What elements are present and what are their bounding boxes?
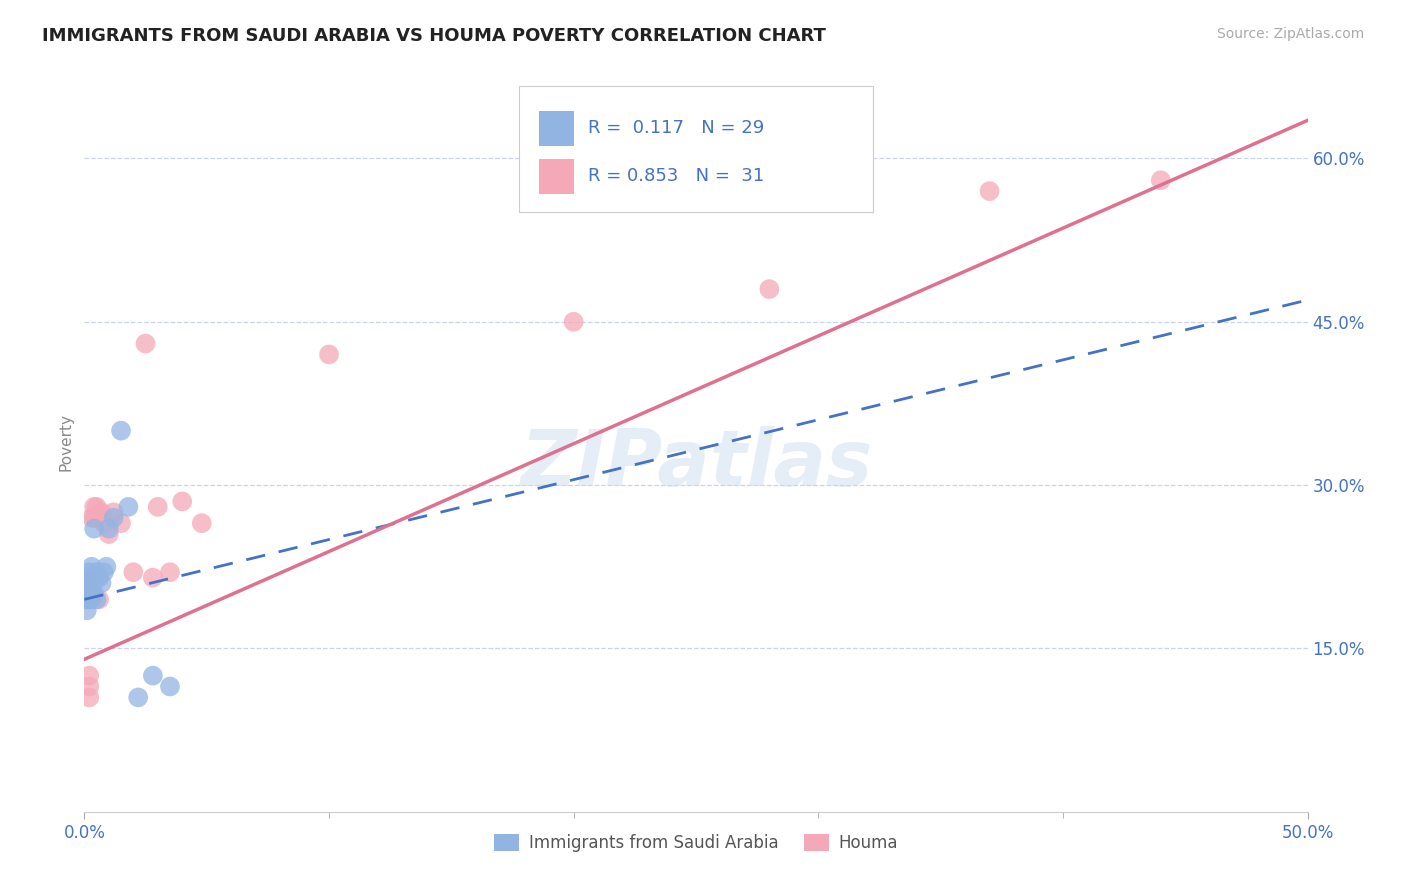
Point (80, 587, 103, 601)
Point (86, 565, 108, 579)
Point (103, 510, 125, 524)
Point (122, 565, 145, 579)
Point (83, 500, 105, 514)
Point (1150, 173, 1173, 187)
Y-axis label: Poverty: Poverty (58, 412, 73, 471)
Point (172, 494, 194, 508)
Point (159, 680, 181, 694)
Point (86, 592, 108, 607)
Point (127, 690, 149, 705)
Point (758, 282, 780, 296)
Point (93, 516, 115, 531)
Point (87, 592, 110, 607)
Point (80, 592, 103, 607)
Point (318, 347, 340, 361)
Point (142, 571, 165, 585)
Point (83, 522, 105, 536)
Point (97, 522, 120, 536)
Point (159, 565, 181, 579)
Point (191, 516, 214, 531)
Point (97, 527, 120, 541)
Text: R =  0.117   N = 29: R = 0.117 N = 29 (588, 120, 765, 137)
Point (96, 559, 118, 574)
Point (77, 690, 100, 705)
Point (83, 510, 105, 524)
Point (135, 336, 157, 351)
Point (76, 587, 98, 601)
Point (979, 184, 1001, 198)
Point (76, 603, 98, 617)
Point (77, 592, 100, 607)
Point (142, 668, 165, 682)
Point (117, 500, 139, 514)
Point (76, 582, 98, 596)
Point (80, 582, 103, 596)
Point (76, 592, 98, 607)
Bar (540, 111, 574, 146)
Bar (540, 159, 574, 194)
Point (87, 571, 110, 585)
Point (110, 516, 132, 531)
Point (80, 559, 103, 574)
Text: IMMIGRANTS FROM SAUDI ARABIA VS HOUMA POVERTY CORRELATION CHART: IMMIGRANTS FROM SAUDI ARABIA VS HOUMA PO… (42, 27, 827, 45)
Point (77, 587, 100, 601)
Point (93, 565, 115, 579)
Point (77, 668, 100, 682)
Point (86, 571, 108, 585)
Point (103, 505, 125, 519)
Point (77, 565, 100, 579)
Point (83, 571, 105, 585)
Point (90, 505, 112, 519)
Legend: Immigrants from Saudi Arabia, Houma: Immigrants from Saudi Arabia, Houma (488, 828, 904, 859)
Point (80, 571, 103, 585)
Point (77, 576, 100, 591)
Point (76, 571, 98, 585)
Point (80, 571, 103, 585)
Text: Source: ZipAtlas.com: Source: ZipAtlas.com (1216, 27, 1364, 41)
Point (77, 680, 100, 694)
Point (76, 592, 98, 607)
Text: R = 0.853   N =  31: R = 0.853 N = 31 (588, 168, 765, 186)
Point (83, 587, 105, 601)
Point (86, 500, 108, 514)
Point (86, 510, 108, 524)
Text: ZIPatlas: ZIPatlas (520, 425, 872, 502)
Point (562, 315, 585, 329)
Point (146, 500, 169, 514)
FancyBboxPatch shape (519, 87, 873, 212)
Point (80, 587, 103, 601)
Point (110, 424, 132, 438)
Point (90, 576, 112, 591)
Point (80, 510, 103, 524)
